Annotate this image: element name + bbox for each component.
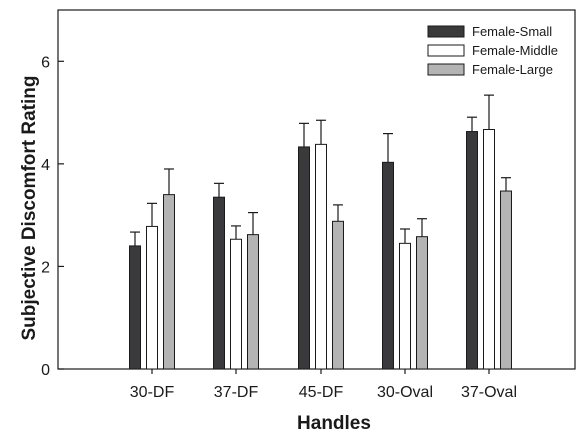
x-tick-label: 37-Oval: [461, 384, 517, 401]
plot-area: 0 2 4 6 30-DF 37-DF 45-DF 30-Oval 37-Oval: [41, 9, 576, 401]
x-tick-label: 37-DF: [214, 384, 259, 401]
y-tick-label: 0: [41, 362, 50, 379]
legend-swatch: [427, 25, 465, 38]
bar: [298, 146, 310, 370]
bar: [466, 131, 478, 370]
bar: [382, 161, 394, 370]
bar: [247, 234, 259, 370]
bar: [230, 238, 242, 370]
x-tick-label: 45-DF: [299, 384, 344, 401]
bar: [500, 190, 512, 370]
bar: [213, 196, 225, 370]
legend-label: Female-Large: [472, 62, 553, 77]
legend: Female-Small Female-Middle Female-Large: [427, 24, 558, 77]
bar: [416, 236, 428, 370]
legend-label: Female-Small: [472, 24, 552, 39]
bar: [146, 225, 158, 370]
bar: [129, 245, 141, 370]
bar: [483, 128, 495, 370]
y-tick-label: 4: [41, 157, 50, 174]
legend-swatch: [427, 44, 465, 57]
legend-swatch: [427, 63, 465, 76]
y-tick-label: 6: [41, 54, 50, 71]
bar: [163, 194, 175, 370]
legend-label: Female-Middle: [472, 43, 558, 58]
bar: [399, 242, 411, 370]
x-axis-title: Handles: [297, 413, 371, 434]
bar: [332, 220, 344, 370]
y-axis-title: Subjective Discomfort Rating: [19, 76, 40, 341]
bar: [315, 143, 327, 370]
y-tick-label: 2: [41, 259, 50, 276]
x-tick-label: 30-DF: [130, 384, 175, 401]
x-tick-label: 30-Oval: [377, 384, 433, 401]
